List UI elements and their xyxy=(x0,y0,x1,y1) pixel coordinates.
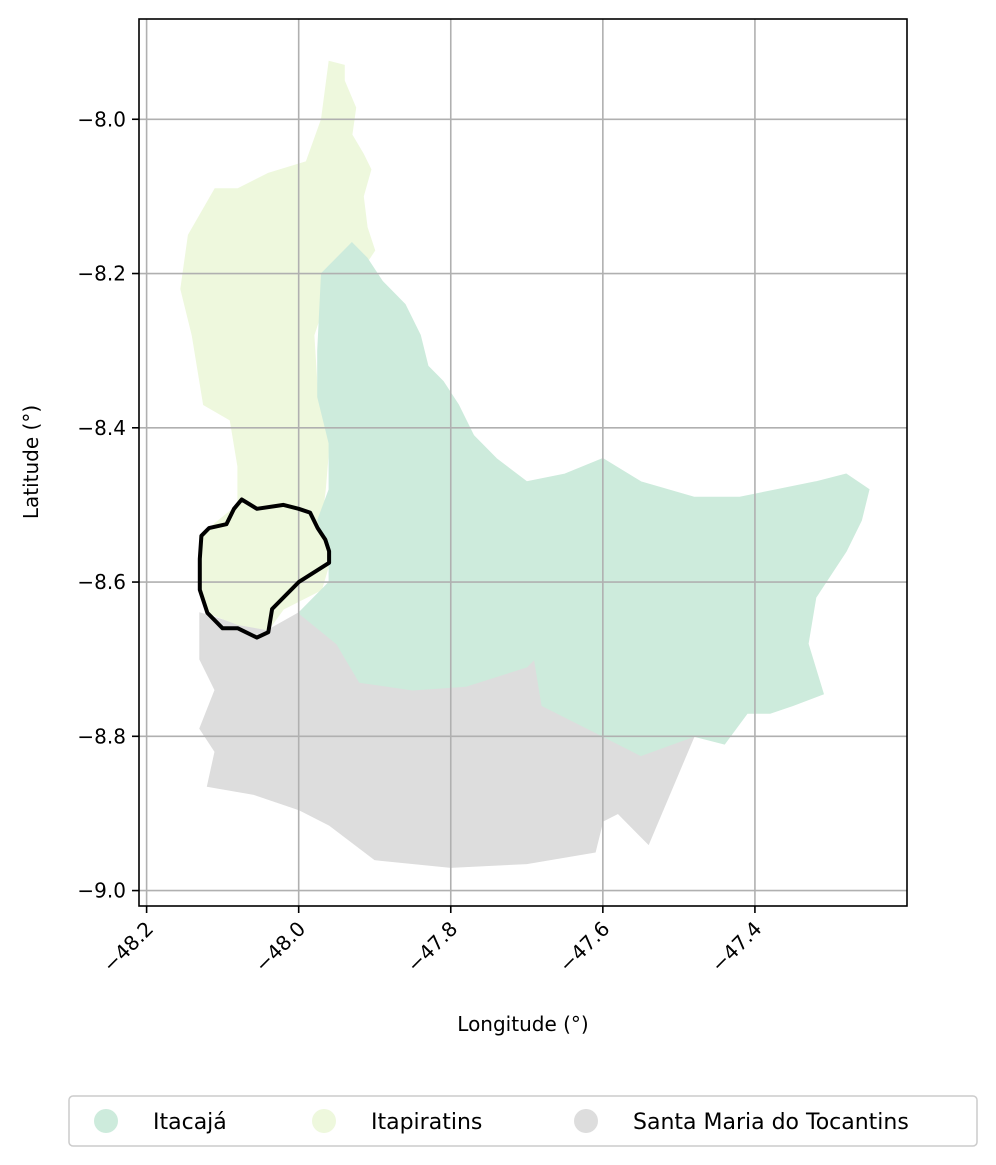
y-tick-label: −8.8 xyxy=(77,724,126,748)
axes-frame xyxy=(138,18,908,907)
region-itapiratins xyxy=(180,60,376,631)
grid-layer xyxy=(139,19,907,906)
y-axis-ticks: −8.0 −8.2 −8.4 −8.6 −8.8 −9.0 xyxy=(77,107,139,903)
legend-label-itapiratins: Itapiratins xyxy=(371,1110,482,1135)
legend-label-itacaja: Itacajá xyxy=(153,1110,227,1135)
y-tick-label: −8.0 xyxy=(77,107,126,131)
legend: Itacajá Itapiratins Santa Maria do Tocan… xyxy=(68,1095,978,1147)
legend-marker-santa-maria xyxy=(574,1109,598,1133)
legend-label-santa-maria: Santa Maria do Tocantins xyxy=(633,1110,909,1135)
y-tick-label: −8.6 xyxy=(77,570,126,594)
legend-marker-itacaja xyxy=(94,1109,118,1133)
highlighted-area-outline xyxy=(197,497,332,640)
y-tick-label: −8.4 xyxy=(77,416,126,440)
y-tick-label: −9.0 xyxy=(77,879,126,903)
plot-area xyxy=(138,18,908,907)
legend-marker-itapiratins xyxy=(312,1109,336,1133)
x-axis-title: Longitude (°) xyxy=(457,1012,588,1036)
legend-frame xyxy=(68,1095,978,1147)
y-tick-label: −8.2 xyxy=(77,262,126,286)
outline-layer xyxy=(197,497,332,640)
regions-layer xyxy=(180,60,870,868)
y-axis-title: Latitude (°) xyxy=(19,405,43,519)
